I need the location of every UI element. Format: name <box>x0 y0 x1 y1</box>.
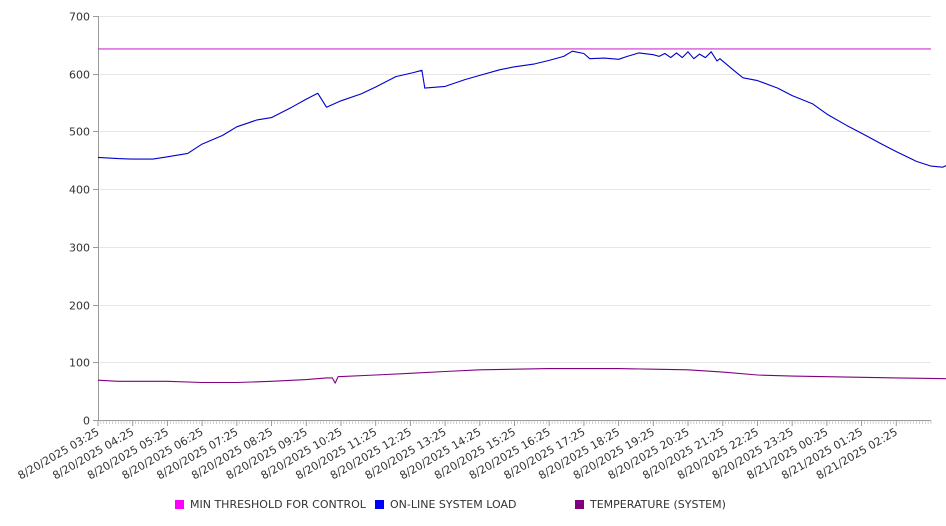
legend-label-temperature: TEMPERATURE (SYSTEM) <box>590 498 726 511</box>
legend-swatch-threshold <box>175 500 184 509</box>
chart-legend: MIN THRESHOLD FOR CONTROL ON-LINE SYSTEM… <box>0 498 946 514</box>
y-axis: 0 100 200 300 400 500 600 700 <box>69 11 99 428</box>
y-tick-label: 700 <box>69 11 90 24</box>
series-line-temperature <box>97 368 946 384</box>
legend-swatch-temperature <box>575 500 584 509</box>
legend-label-system-load: ON-LINE SYSTEM LOAD <box>390 498 517 511</box>
y-tick-label: 100 <box>69 357 90 370</box>
y-tick-label: 400 <box>69 184 90 197</box>
x-axis: 8/20/2025 03:258/20/2025 04:258/20/2025 … <box>16 420 932 482</box>
legend-item-temperature[interactable]: TEMPERATURE (SYSTEM) <box>575 498 726 511</box>
grid-lines <box>98 16 931 421</box>
series-lines <box>97 48 946 384</box>
legend-swatch-system-load <box>375 500 384 509</box>
legend-item-system-load[interactable]: ON-LINE SYSTEM LOAD <box>375 498 516 511</box>
y-tick-label: 300 <box>69 242 90 255</box>
legend-item-threshold[interactable]: MIN THRESHOLD FOR CONTROL <box>175 498 366 511</box>
legend-label-threshold: MIN THRESHOLD FOR CONTROL <box>190 498 366 511</box>
y-tick-label: 0 <box>83 415 90 428</box>
series-line-system-load <box>97 50 946 168</box>
y-tick-label: 500 <box>69 126 90 139</box>
y-tick-label: 200 <box>69 300 90 313</box>
y-tick-label: 600 <box>69 69 90 82</box>
